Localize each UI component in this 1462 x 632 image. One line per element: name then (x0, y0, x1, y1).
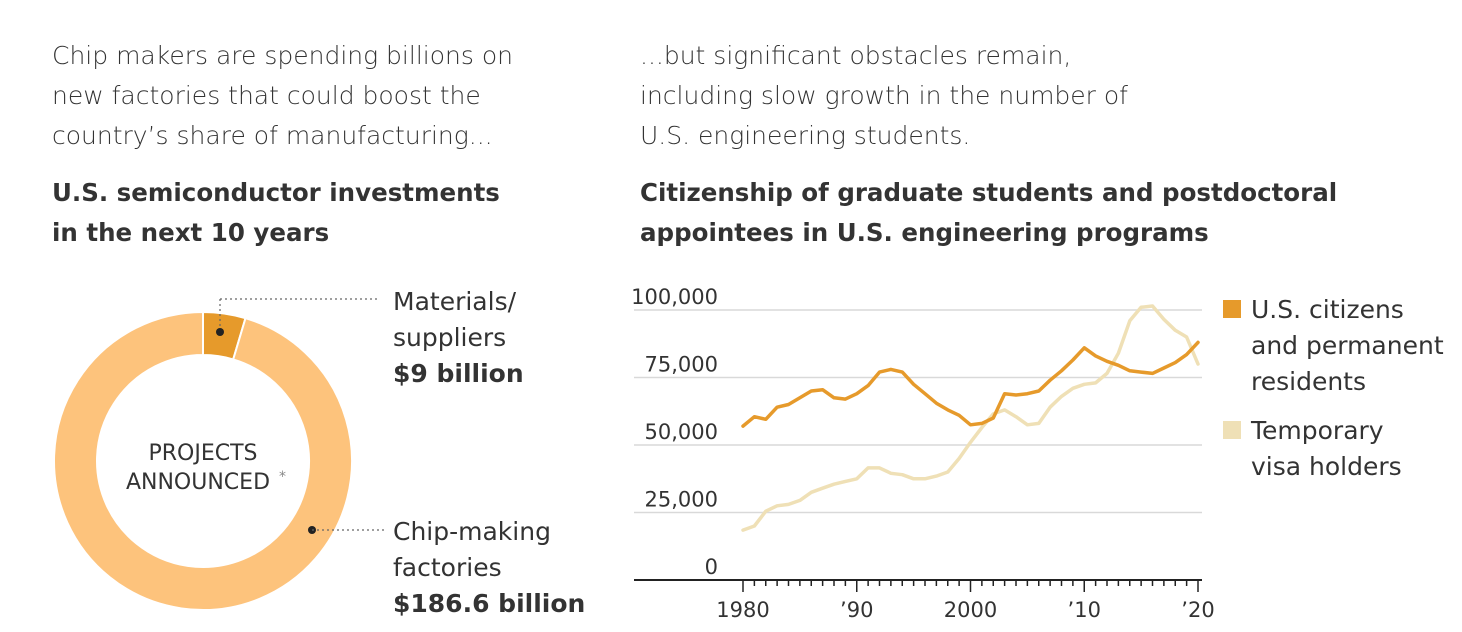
factories-label-line-1: Chip-making (393, 517, 551, 546)
legend-swatch-citizens (1223, 300, 1241, 318)
legend-label-line: visa holders (1251, 452, 1402, 481)
series-lines (741, 304, 1200, 532)
intro-text-right: ...but significant obstacles remain, inc… (640, 36, 1200, 156)
donut-slice-factories (53, 310, 353, 611)
intro-text-left: Chip makers are spending billions on new… (52, 36, 572, 156)
legend: U.S. citizens and permanent residents Tempo… (1223, 295, 1444, 481)
materials-value-label: $9 billion (393, 359, 524, 388)
legend-label-line: Temporary (1250, 416, 1384, 445)
y-tick-label: 0 (705, 555, 718, 579)
y-tick-label: 75,000 (645, 353, 718, 377)
materials-label-line-1: Materials/ (393, 287, 517, 316)
intro-right-line: ...but significant obstacles remain, (640, 41, 1072, 70)
center-label-line-1: PROJECTS (148, 441, 257, 466)
x-tick-label: 1980 (716, 598, 769, 622)
factories-value-label: $186.6 billion (393, 589, 585, 618)
center-label-footnote-mark: * (279, 469, 286, 485)
donut-chart-title: U.S. semiconductor investments in the ne… (52, 173, 572, 253)
center-label-line-2: ANNOUNCED (126, 470, 270, 495)
materials-label-line-2: suppliers (393, 323, 506, 352)
intro-right-line: U.S. engineering students. (640, 121, 971, 150)
x-tick-label: ’20 (1181, 598, 1214, 622)
legend-label-line: and permanent (1251, 331, 1444, 360)
x-tick-label: 2000 (944, 598, 997, 622)
intro-left-line: new factories that could boost the (52, 81, 481, 110)
legend-label-line: U.S. citizens (1251, 295, 1404, 324)
donut-title-line: in the next 10 years (52, 218, 330, 247)
donut-chart: PROJECTS ANNOUNCED * Materials/ supplier… (53, 287, 585, 618)
donut-slices (53, 310, 353, 611)
factories-label-line-2: factories (393, 553, 502, 582)
line-title-line: appointees in U.S. engineering programs (640, 218, 1209, 247)
line-chart: 0 25,000 50,000 75,000 100,000 1980 ’90 2000 ’1… (631, 285, 1444, 622)
intro-left-line: country’s share of manufacturing... (52, 121, 493, 150)
materials-leader-dot (216, 328, 224, 336)
y-tick-label: 100,000 (631, 285, 718, 309)
y-tick-label: 50,000 (645, 420, 718, 444)
y-gridlines (634, 309, 1202, 514)
legend-label-line: residents (1251, 367, 1366, 396)
x-tick-label: ’90 (840, 598, 873, 622)
series-line-visa-holders (741, 304, 1200, 532)
y-tick-label: 25,000 (645, 488, 718, 512)
donut-title-line: U.S. semiconductor investments (52, 178, 500, 207)
intro-right-line: including slow growth in the number of (640, 81, 1128, 110)
series-line-citizens (741, 340, 1200, 428)
x-tick-label: ’10 (1068, 598, 1101, 622)
line-title-line: Citizenship of graduate students and pos… (640, 178, 1338, 207)
y-tick-labels: 0 25,000 50,000 75,000 100,000 (631, 285, 718, 579)
x-axis: 1980 ’90 2000 ’10 ’20 (634, 579, 1215, 622)
line-chart-title: Citizenship of graduate students and pos… (640, 173, 1440, 253)
intro-left-line: Chip makers are spending billions on (52, 41, 513, 70)
legend-swatch-visa-holders (1223, 421, 1241, 439)
